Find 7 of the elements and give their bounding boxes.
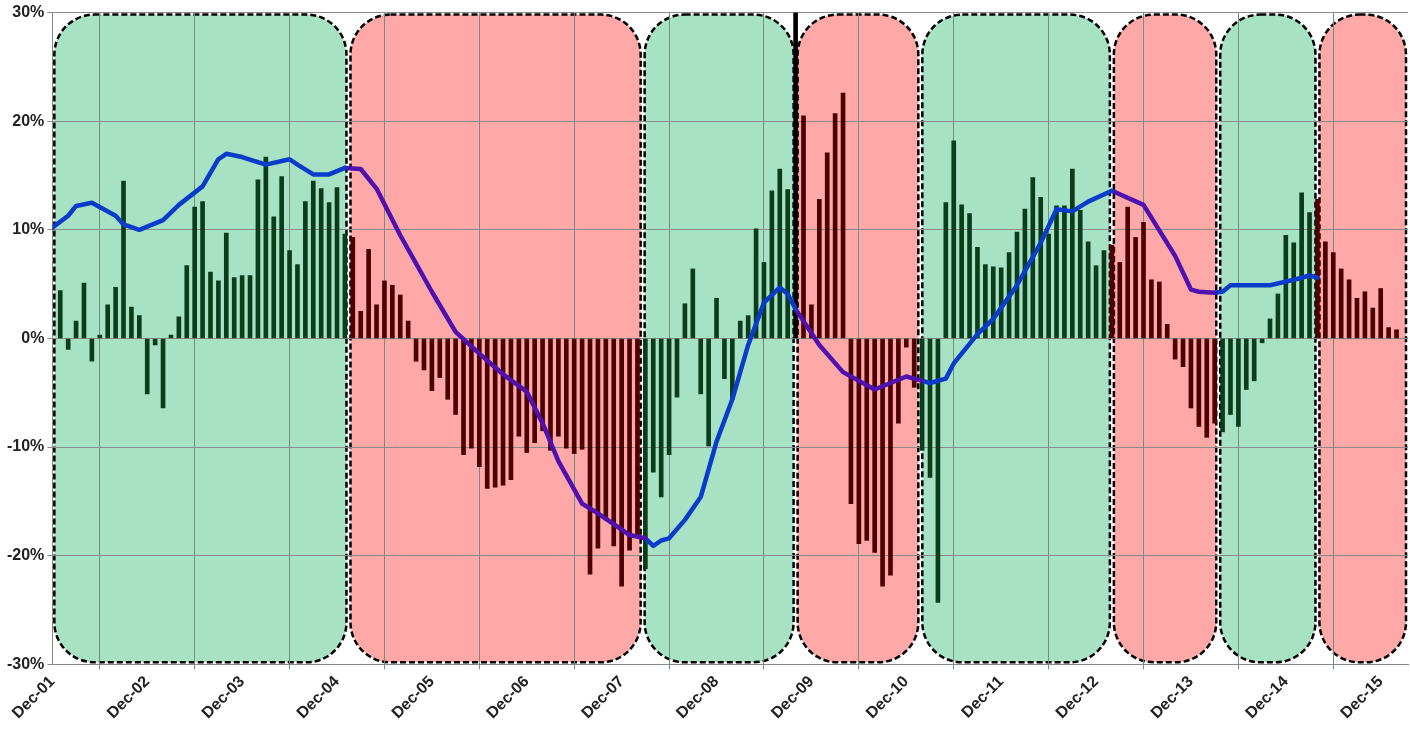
y-tick-label: -30% [6, 654, 45, 672]
y-tick-label: -10% [6, 437, 45, 455]
y-tick-label: 0% [21, 328, 45, 346]
y-tick-label: 20% [12, 111, 45, 129]
y-tick-label: -20% [6, 546, 45, 564]
y-tick-label: 30% [12, 3, 45, 21]
y-tick-label: 10% [12, 220, 45, 238]
